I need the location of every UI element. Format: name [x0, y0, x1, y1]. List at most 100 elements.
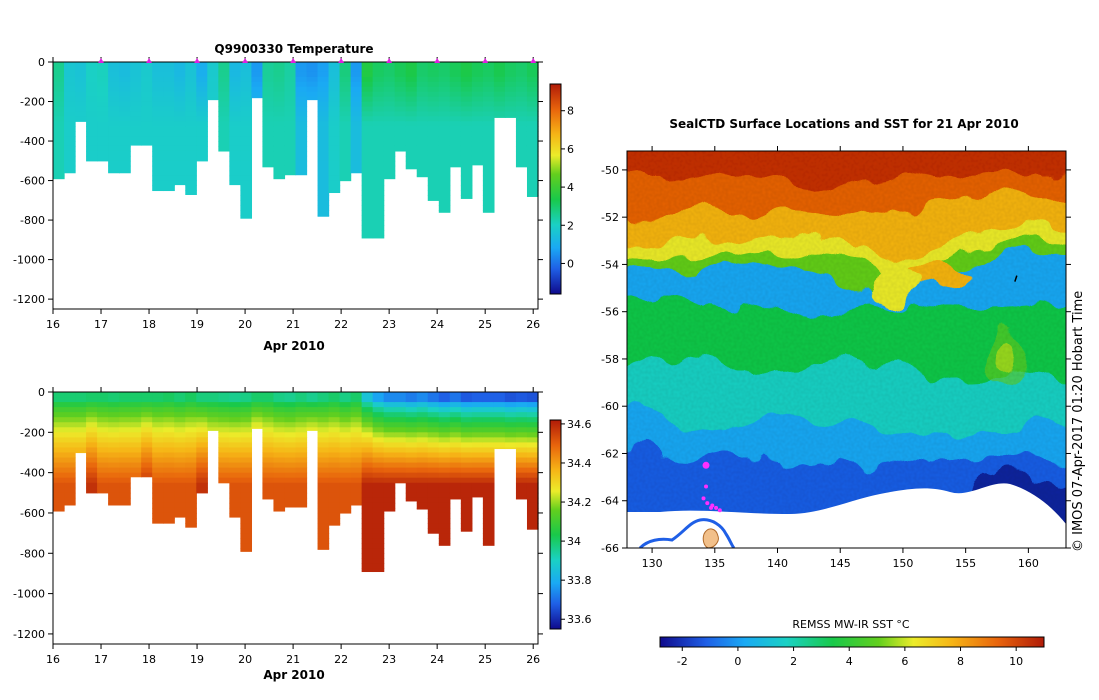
profile-cell [438, 477, 451, 484]
profile-cell [460, 62, 473, 68]
profile-cell [328, 150, 341, 157]
profile-cell [438, 432, 451, 438]
profile-cell [295, 136, 308, 142]
profile-cell [229, 467, 241, 474]
profile-cell [97, 447, 109, 454]
profile-cell [515, 417, 528, 423]
profile-cell [438, 62, 451, 68]
profile-cell [405, 160, 418, 167]
profile-cell [460, 407, 473, 413]
profile-cell [515, 402, 528, 408]
profile-cell [174, 126, 186, 132]
profile-cell [152, 392, 164, 398]
profile-cell [75, 447, 87, 454]
profile-cell [262, 487, 275, 494]
profile-cell [196, 62, 208, 68]
profile-cell [295, 437, 308, 443]
profile-cell [449, 462, 462, 469]
profile-cell [504, 417, 517, 423]
profile-cell [97, 141, 109, 147]
profile-cell [482, 392, 495, 398]
profile-cell [53, 71, 65, 78]
profile-cell [262, 432, 275, 438]
profile-cell [372, 66, 385, 73]
profile-cell [284, 502, 297, 508]
profile-cell [383, 457, 396, 464]
profile-cell [438, 518, 451, 524]
profile-cell [460, 91, 473, 98]
profile-cell [185, 502, 197, 509]
profile-cell [64, 452, 76, 459]
profile-cell [152, 512, 164, 519]
profile-cell [284, 497, 297, 504]
profile-cell [328, 487, 341, 494]
profile-cell [361, 185, 374, 192]
profile-cell [273, 392, 286, 398]
profile-cell [251, 412, 264, 418]
profile-cell [152, 96, 164, 103]
profile-cell [152, 452, 164, 459]
profile-cell [328, 190, 341, 194]
profile-cell [438, 482, 451, 489]
profile-cell [438, 437, 451, 443]
profile-cell [361, 392, 374, 398]
x-tick-label: 17 [94, 653, 108, 666]
profile-cell [526, 442, 539, 449]
profile-cell [438, 417, 451, 423]
profile-cell [196, 442, 208, 449]
profile-cell [284, 81, 297, 88]
profile-cell [119, 427, 131, 433]
profile-cell [174, 412, 186, 418]
profile-cell [317, 472, 330, 479]
profile-cell [438, 402, 451, 408]
profile-cell [361, 220, 374, 226]
profile-cell [75, 407, 87, 413]
profile-cell [174, 397, 186, 403]
profile-cell [372, 543, 385, 549]
profile-cell [262, 160, 275, 167]
profile-cell [273, 96, 286, 103]
profile-cell [427, 150, 440, 157]
profile-cell [240, 76, 253, 83]
profile-cell [372, 86, 385, 93]
profile-cell [515, 71, 528, 78]
profile-cell [163, 467, 175, 474]
profile-cell [218, 62, 230, 68]
profile-cell [493, 432, 506, 438]
profile-cell [97, 155, 109, 162]
profile-cell [504, 447, 517, 450]
profile-cell [86, 136, 98, 142]
profile-cell [427, 111, 440, 117]
profile-cell [273, 467, 286, 474]
profile-cell [361, 106, 374, 112]
profile-cell [163, 116, 175, 122]
profile-cell [372, 96, 385, 103]
profile-cell [427, 462, 440, 469]
profile-cell [262, 462, 275, 469]
profile-cell [295, 432, 308, 438]
profile-cell [339, 116, 352, 122]
x-tick-label: 17 [94, 318, 108, 331]
profile-cell [317, 427, 330, 433]
profile-cell [416, 106, 429, 112]
profile-cell [119, 106, 131, 112]
profile-cell [383, 131, 396, 137]
profile-cell [482, 205, 495, 211]
profile-cell [141, 91, 153, 98]
profile-cell [273, 477, 286, 484]
profile-cell [427, 145, 440, 152]
profile-cell [229, 472, 241, 479]
profile-cell [526, 518, 539, 524]
profile-cell [295, 452, 308, 459]
profile-cell [383, 427, 396, 433]
profile-cell [471, 131, 484, 137]
profile-cell [361, 215, 374, 221]
profile-cell [119, 502, 131, 506]
profile-cell [482, 397, 495, 403]
profile-cell [482, 457, 495, 464]
profile-cell [273, 397, 286, 403]
profile-cell [130, 86, 142, 93]
profile-cell [471, 145, 484, 152]
profile-cell [405, 457, 418, 464]
